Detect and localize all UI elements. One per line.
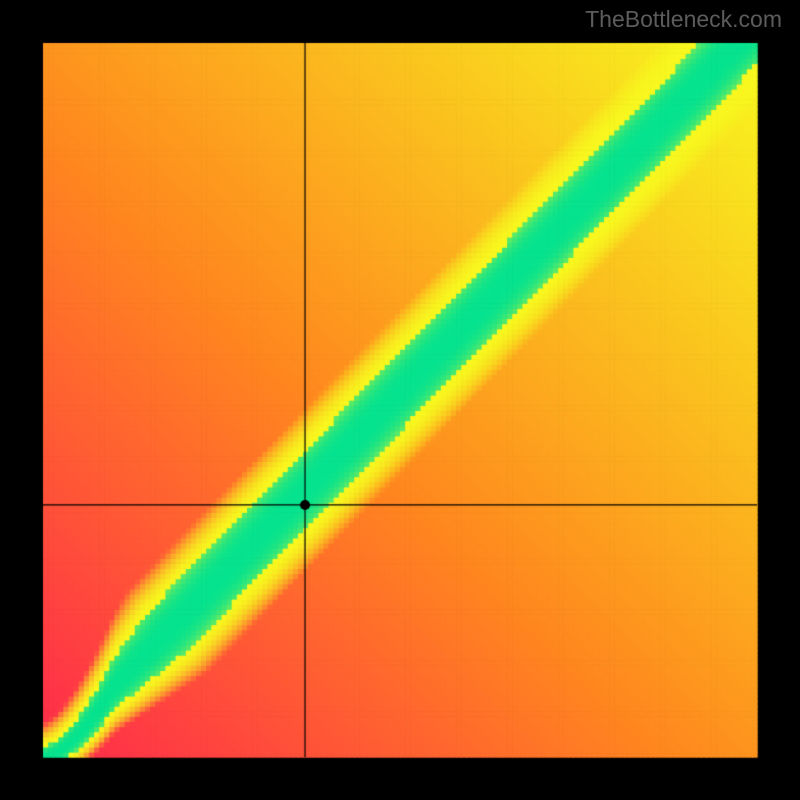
bottleneck-heatmap — [0, 0, 800, 800]
chart-container: TheBottleneck.com — [0, 0, 800, 800]
watermark-text: TheBottleneck.com — [585, 6, 782, 33]
